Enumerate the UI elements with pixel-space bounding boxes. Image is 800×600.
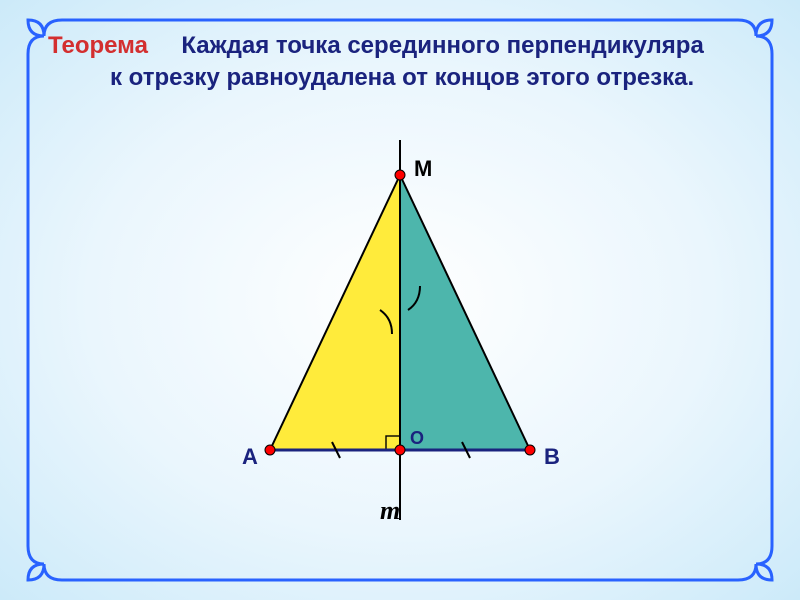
point-o <box>395 445 405 455</box>
label-o: О <box>410 428 424 449</box>
geometry-diagram: А В О М m <box>150 120 650 560</box>
point-b <box>525 445 535 455</box>
theorem-label: Теорема <box>48 32 148 59</box>
label-b: В <box>544 444 560 470</box>
label-m-line: m <box>380 496 400 526</box>
point-m <box>395 170 405 180</box>
label-a: А <box>242 444 258 470</box>
theorem-line1: Каждая точка серединного перпендикуляра <box>181 32 704 59</box>
theorem-line2: к отрезку равноудалена от концов этого о… <box>110 62 758 94</box>
theorem-text: Теорема Каждая точка серединного перпенд… <box>48 30 758 95</box>
point-a <box>265 445 275 455</box>
label-m-point: М <box>414 156 432 182</box>
diagram-svg <box>150 120 650 560</box>
